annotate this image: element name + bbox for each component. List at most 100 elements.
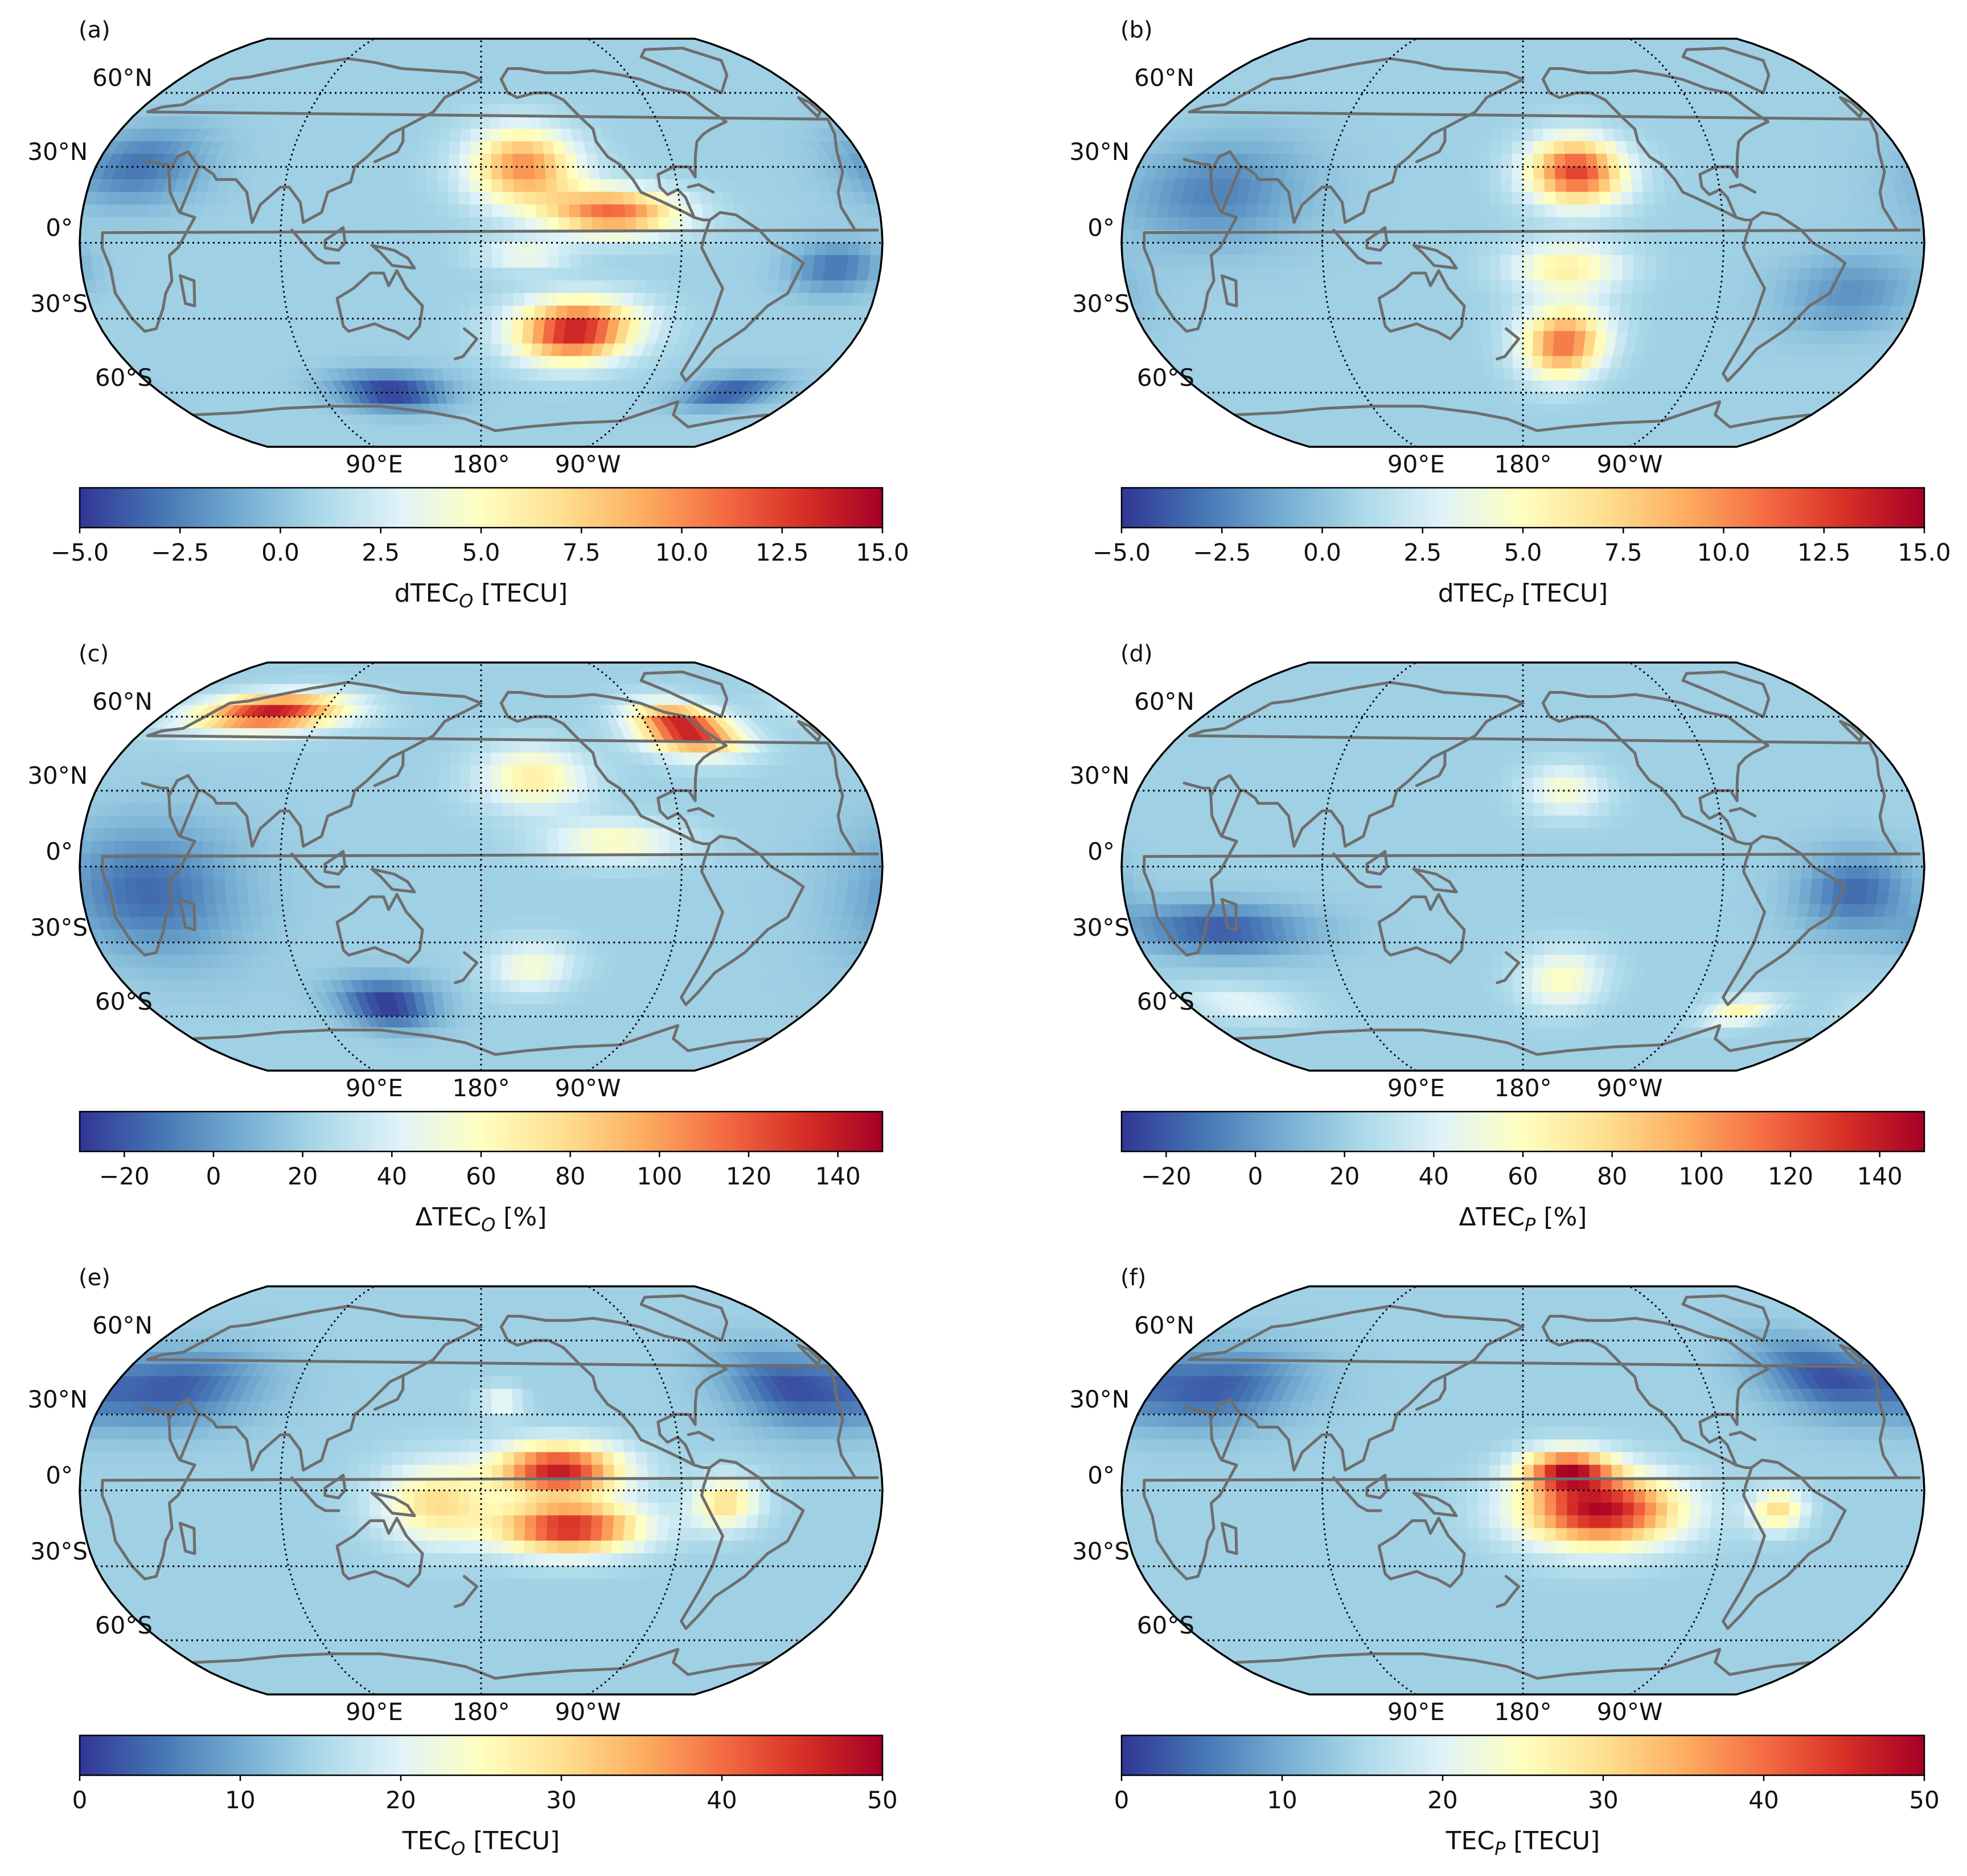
heat-cell [602, 255, 615, 269]
heat-cell [474, 434, 482, 443]
heat-cell [1467, 268, 1480, 281]
heat-cell [1632, 191, 1645, 205]
heat-cell [1642, 280, 1656, 294]
heat-cell [1255, 255, 1268, 269]
heat-cell [1389, 255, 1402, 269]
heat-cell [326, 280, 339, 294]
heat-cell [814, 255, 827, 269]
heat-cell [1543, 154, 1556, 167]
heat-cell [1515, 51, 1523, 61]
heat-cell [498, 392, 508, 405]
heat-cell [481, 434, 488, 443]
heat-cell [1685, 293, 1699, 307]
heat-cell [1555, 280, 1568, 294]
heat-cell [447, 242, 459, 256]
heat-cell [536, 268, 548, 281]
heat-cell [1611, 268, 1624, 281]
lon-label: 90°E [346, 450, 403, 478]
heat-cell [614, 217, 626, 231]
heat-cell [192, 268, 206, 281]
heat-cell [1366, 217, 1379, 231]
heat-cell [514, 255, 526, 269]
heat-cell [425, 268, 438, 281]
heat-cell [1511, 242, 1523, 256]
heat-cell [512, 318, 524, 332]
heat-cell [520, 343, 533, 357]
heat-cell [380, 204, 393, 218]
heat-cell [523, 306, 536, 319]
heat-cell [780, 217, 794, 231]
heat-cell [1640, 306, 1654, 319]
heat-cell [192, 204, 206, 218]
heat-cell [1565, 166, 1578, 180]
heat-cell [590, 191, 603, 205]
heat-cell [500, 343, 512, 357]
heat-cell [1563, 331, 1576, 344]
heat-cell [348, 191, 362, 205]
heat-cell [247, 268, 261, 281]
heat-cell [1478, 268, 1490, 281]
heat-cell [1530, 60, 1539, 71]
heat-cell [1666, 268, 1679, 281]
heat-cell [1599, 280, 1612, 294]
heat-cell [1167, 268, 1181, 281]
heat-cell [545, 179, 559, 193]
heat-cell [1490, 166, 1502, 180]
heat-cell [558, 217, 571, 231]
heat-cell [1333, 268, 1347, 281]
heat-cell [566, 306, 580, 319]
heat-cell [1633, 242, 1646, 256]
heat-cell [125, 268, 139, 281]
heat-cell [1888, 255, 1902, 269]
heat-cell [1424, 293, 1437, 307]
heat-cell [1333, 242, 1345, 256]
heat-cell [1522, 242, 1535, 256]
heat-cell [524, 191, 537, 205]
heat-cell [567, 179, 580, 193]
heat-cell [472, 404, 482, 415]
heat-cell [1486, 392, 1498, 405]
heat-cell [438, 141, 451, 155]
heat-cell [304, 191, 318, 205]
heat-cell [1177, 217, 1190, 231]
heat-cell [502, 191, 515, 205]
heat-cell [1467, 242, 1479, 256]
heat-cell [488, 414, 498, 426]
heat-cell [213, 242, 225, 256]
heat-cell [633, 293, 646, 307]
heat-cell [371, 293, 384, 307]
heat-cell [1733, 255, 1746, 269]
heat-cell [490, 343, 502, 357]
heat-cell [1699, 204, 1713, 218]
heat-cell [305, 179, 319, 193]
heat-cell [503, 204, 515, 218]
heat-cell [1567, 242, 1579, 256]
heat-cell [481, 81, 491, 93]
heat-cell [1619, 166, 1632, 180]
heat-cell [532, 141, 545, 155]
heat-cell [568, 280, 581, 294]
heat-cell [449, 141, 461, 155]
heat-cell [636, 255, 648, 269]
heat-cell [438, 154, 450, 167]
heat-cell [591, 204, 604, 218]
heat-cell [758, 217, 771, 231]
heat-cell [1188, 242, 1201, 256]
heat-cell [599, 179, 613, 193]
heat-cell [137, 268, 151, 281]
heat-cell [437, 166, 450, 180]
heat-cell [1493, 368, 1505, 381]
heat-cell [1367, 268, 1380, 281]
heat-cell [588, 306, 601, 319]
heat-cell [1855, 255, 1869, 269]
heat-cell [534, 166, 547, 180]
heat-cell [1555, 293, 1567, 307]
heat-cell [458, 255, 471, 269]
heat-cell [202, 255, 215, 269]
heat-cell [1413, 293, 1426, 307]
heat-cell [1469, 154, 1481, 167]
heat-cell [1855, 217, 1869, 231]
heat-cell [624, 204, 637, 218]
heat-cell [1358, 179, 1371, 193]
heat-cell [1522, 179, 1534, 193]
